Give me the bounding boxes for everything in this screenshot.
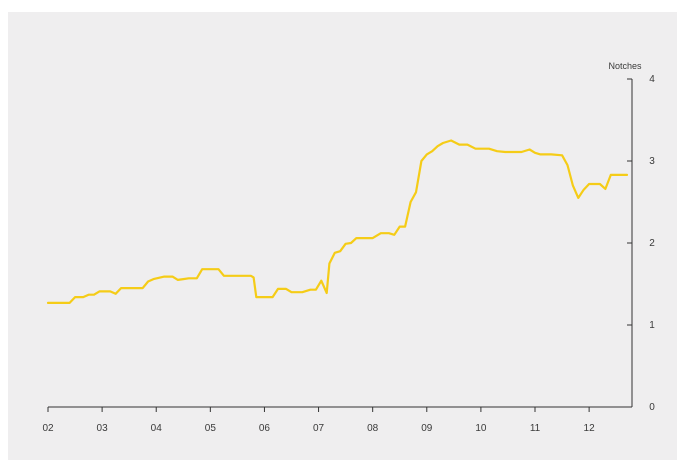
x-tick-label: 03: [97, 423, 109, 434]
chart-panel: 0 1 2 3 4 Notches 02 03 04 05 06 07 08 09 10 11 12: [8, 12, 677, 460]
x-tick-label: 04: [151, 423, 163, 434]
y-tick-label: 1: [649, 320, 655, 331]
y-tick-label: 2: [649, 238, 655, 249]
y-axis-unit-label: Notches: [608, 61, 642, 71]
x-axis: 02 03 04 05 06 07 08 09 10 11 12: [42, 406, 632, 434]
y-tick-label: 0: [649, 402, 655, 413]
x-tick-label: 08: [367, 423, 379, 434]
x-tick-label: 02: [42, 423, 54, 434]
plot-area: [46, 139, 629, 304]
x-tick-label: 06: [259, 423, 271, 434]
y-axis: 0 1 2 3 4 Notches: [608, 61, 655, 413]
x-tick-label: 05: [205, 423, 217, 434]
x-tick-label: 07: [313, 423, 325, 434]
x-tick-label: 12: [584, 423, 596, 434]
y-tick-label: 4: [649, 74, 655, 85]
x-tick-label: 10: [475, 423, 487, 434]
y-tick-label: 3: [649, 156, 655, 167]
x-tick-label: 11: [530, 423, 541, 434]
series-line: [46, 139, 629, 304]
x-tick-label: 09: [421, 423, 433, 434]
